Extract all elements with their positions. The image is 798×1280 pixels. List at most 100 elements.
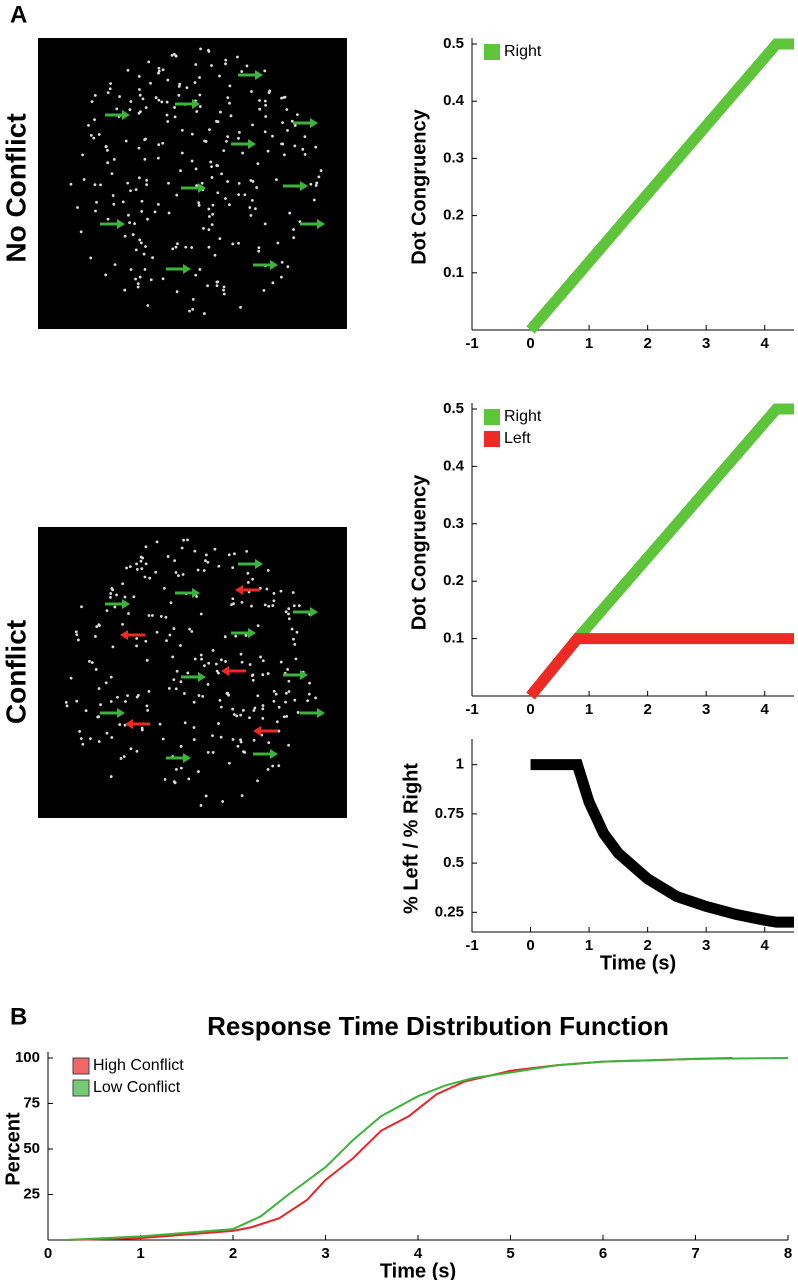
dot bbox=[279, 589, 283, 593]
x-tick-label: 1 bbox=[585, 701, 593, 718]
dot bbox=[298, 220, 302, 224]
dot bbox=[211, 203, 215, 207]
y-tick-label: 0.2 bbox=[443, 572, 464, 589]
dot bbox=[164, 615, 168, 619]
dot bbox=[151, 614, 154, 617]
panel-label: A bbox=[10, 1, 27, 28]
dot bbox=[176, 242, 179, 246]
dot bbox=[190, 630, 194, 633]
dot bbox=[185, 86, 189, 90]
dot bbox=[222, 288, 225, 292]
dot bbox=[211, 212, 215, 216]
dot bbox=[280, 96, 283, 100]
dot bbox=[207, 228, 211, 232]
dot bbox=[197, 201, 201, 205]
dot bbox=[292, 604, 296, 608]
dot bbox=[168, 633, 172, 637]
dot bbox=[129, 100, 133, 103]
dot bbox=[241, 151, 244, 155]
dot bbox=[177, 84, 181, 88]
dot bbox=[123, 595, 127, 599]
dot bbox=[143, 268, 147, 271]
dot bbox=[210, 64, 213, 67]
dot bbox=[225, 140, 228, 143]
dot bbox=[75, 699, 79, 703]
dot bbox=[312, 198, 316, 202]
dot bbox=[116, 695, 119, 699]
dot bbox=[231, 597, 235, 601]
dot bbox=[134, 277, 137, 281]
dot bbox=[174, 245, 178, 249]
arrow-head bbox=[270, 260, 278, 270]
dot bbox=[74, 630, 78, 634]
dot bbox=[109, 700, 113, 703]
dot bbox=[106, 148, 109, 152]
dot bbox=[218, 698, 222, 702]
dot bbox=[141, 97, 145, 101]
dot bbox=[217, 671, 220, 675]
dot bbox=[286, 265, 290, 269]
dot bbox=[180, 128, 184, 132]
dot bbox=[136, 282, 140, 286]
dot bbox=[287, 607, 291, 611]
legend-label: Low Conflict bbox=[93, 1079, 181, 1096]
dot bbox=[209, 160, 213, 164]
dot bbox=[179, 169, 182, 173]
stimulus bbox=[38, 38, 347, 329]
dot bbox=[219, 705, 223, 709]
dot bbox=[182, 538, 186, 542]
dot bbox=[97, 715, 101, 719]
y-axis-label: % Left / % Right bbox=[400, 763, 422, 914]
dot bbox=[135, 644, 138, 648]
x-tick-label: 2 bbox=[643, 701, 651, 718]
dot bbox=[274, 692, 278, 696]
dot bbox=[248, 716, 251, 720]
dot bbox=[165, 100, 169, 104]
dot bbox=[286, 667, 290, 671]
dot bbox=[163, 777, 167, 781]
dot bbox=[126, 181, 130, 185]
dot bbox=[155, 540, 159, 544]
dot bbox=[261, 659, 265, 663]
dot bbox=[250, 90, 253, 93]
dot bbox=[253, 706, 257, 710]
dot bbox=[266, 672, 270, 675]
dot bbox=[69, 182, 73, 186]
dot bbox=[99, 183, 102, 187]
dot bbox=[260, 733, 264, 737]
y-tick-label: 0.5 bbox=[443, 854, 464, 871]
dot bbox=[146, 217, 149, 221]
dot bbox=[94, 635, 97, 638]
y-axis-label: Dot Congruency bbox=[408, 474, 430, 630]
dot bbox=[292, 228, 295, 231]
dot bbox=[126, 694, 129, 698]
dot bbox=[210, 176, 214, 179]
dot bbox=[295, 630, 299, 634]
dot bbox=[195, 184, 198, 187]
dot bbox=[84, 709, 88, 713]
dot bbox=[172, 627, 176, 630]
dot bbox=[188, 627, 192, 631]
dot bbox=[240, 70, 244, 73]
arrow-head bbox=[310, 118, 318, 128]
y-tick-label: 0.4 bbox=[443, 92, 465, 109]
dot bbox=[296, 113, 299, 117]
dot bbox=[224, 58, 228, 62]
dot bbox=[198, 93, 202, 97]
dot bbox=[211, 648, 215, 652]
arrow-head bbox=[317, 219, 325, 229]
dot bbox=[215, 669, 219, 673]
dot bbox=[280, 260, 284, 264]
dot bbox=[151, 256, 154, 260]
dot bbox=[93, 93, 97, 97]
x-tick-label: 3 bbox=[702, 701, 710, 718]
dot bbox=[94, 209, 97, 213]
dot bbox=[161, 68, 165, 72]
dot bbox=[95, 625, 99, 629]
dot bbox=[177, 93, 181, 97]
dot bbox=[123, 234, 127, 238]
dot bbox=[196, 568, 200, 572]
dot bbox=[281, 142, 285, 146]
chart-title: Response Time Distribution Function bbox=[207, 1011, 669, 1041]
arrow-head bbox=[235, 585, 243, 595]
